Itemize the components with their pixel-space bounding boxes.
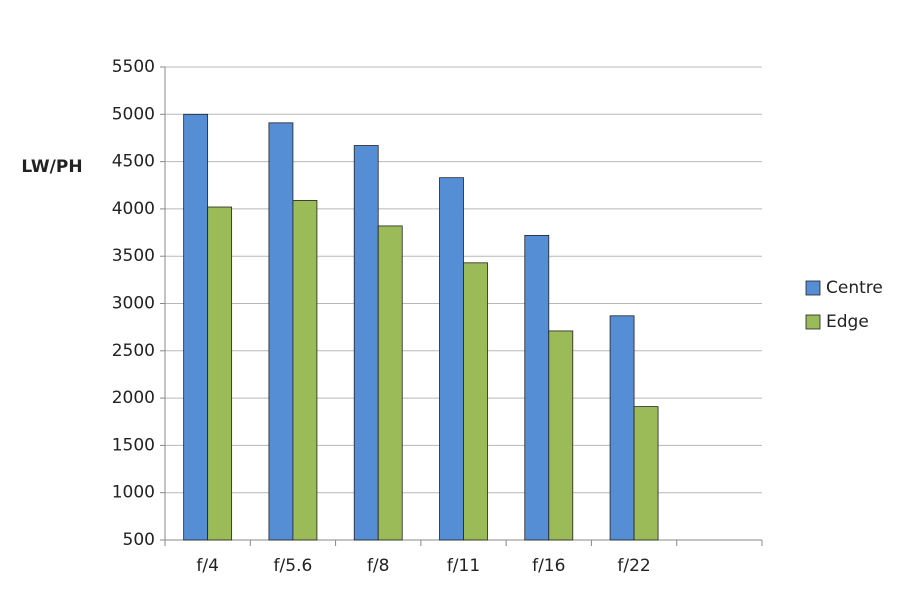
x-tick-label: f/22 bbox=[617, 556, 650, 576]
y-tick-label: 2000 bbox=[112, 388, 155, 408]
legend-label: Edge bbox=[826, 312, 869, 332]
y-tick-label: 4000 bbox=[112, 199, 155, 219]
legend-label: Centre bbox=[826, 278, 883, 298]
y-tick-label: 5500 bbox=[112, 57, 155, 77]
x-tick-label: f/11 bbox=[447, 556, 480, 576]
y-tick-label: 500 bbox=[123, 530, 155, 550]
y-axis-label: LW/PH bbox=[21, 157, 82, 177]
bar bbox=[183, 113, 209, 541]
x-tick-label: f/8 bbox=[367, 556, 390, 576]
x-tick-label: f/16 bbox=[532, 556, 565, 576]
legend-swatch bbox=[805, 314, 821, 330]
bar bbox=[609, 315, 635, 541]
bar bbox=[633, 406, 659, 541]
bar bbox=[463, 262, 488, 541]
y-tick-label: 2500 bbox=[112, 341, 155, 361]
bar bbox=[524, 234, 550, 541]
y-tick-label: 5000 bbox=[112, 104, 155, 124]
y-tick-label: 3000 bbox=[112, 294, 155, 314]
bar bbox=[548, 330, 574, 541]
y-tick-label: 1500 bbox=[112, 435, 155, 455]
x-tick-label: f/5.6 bbox=[274, 556, 313, 576]
bar bbox=[377, 225, 403, 541]
bar bbox=[292, 199, 318, 541]
x-tick-label: f/4 bbox=[196, 556, 219, 576]
bar bbox=[268, 122, 294, 541]
bar bbox=[207, 206, 233, 541]
bar bbox=[439, 177, 464, 541]
bar bbox=[353, 145, 379, 541]
y-tick-label: 3500 bbox=[112, 246, 155, 266]
y-tick-label: 1000 bbox=[112, 483, 155, 503]
legend-swatch bbox=[805, 280, 821, 296]
y-tick-label: 4500 bbox=[112, 152, 155, 172]
